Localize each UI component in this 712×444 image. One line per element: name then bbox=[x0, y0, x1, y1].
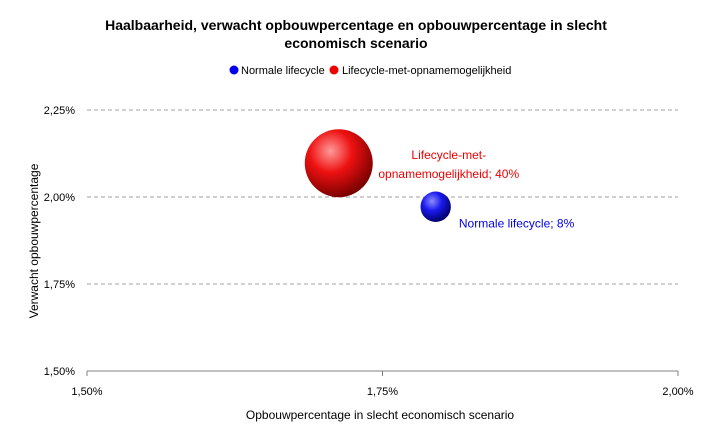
data-label-lifecycle-met-opnamemogelijkheid-line-2: opnamemogelijkheid; 40% bbox=[378, 167, 519, 181]
chart-title-line-1: Haalbaarheid, verwacht opbouwpercentage … bbox=[105, 17, 607, 33]
plot-area: 1,50% 1,75% 2,00% 1,50% 1,75% 2,00% 2,25% Nor… bbox=[44, 105, 694, 398]
x-axis-title: Opbouwpercentage in slecht economisch sc… bbox=[246, 408, 514, 422]
chart-title-line-2: economisch scenario bbox=[284, 35, 427, 51]
data-labels: Normale lifecycle; 8% Lifecycle-met-opnam… bbox=[378, 148, 574, 231]
y-tick-label: 1,50% bbox=[44, 366, 75, 378]
legend-label-lifecycle-met-opnamemogelijkheid: Lifecycle-met-opnamemogelijkheid bbox=[342, 65, 511, 77]
legend: Normale lifecycle Lifecycle-met-opnamemo… bbox=[229, 65, 511, 77]
data-label-lifecycle-met-opnamemogelijkheid-line-1: Lifecycle-met- bbox=[411, 148, 486, 162]
bubble-normale-lifecycle bbox=[420, 191, 451, 222]
y-axis-ticks: 1,50% 1,75% 2,00% 2,25% bbox=[44, 105, 75, 378]
legend-label-normale-lifecycle: Normale lifecycle bbox=[241, 65, 325, 77]
y-axis-title: Verwacht opbouwpercentage bbox=[27, 163, 41, 318]
bubble-lifecycle-met-opnamemogelijkheid bbox=[304, 129, 373, 198]
x-tick-label: 1,50% bbox=[71, 386, 102, 398]
gridlines bbox=[87, 109, 678, 285]
y-tick-label: 1,75% bbox=[44, 279, 75, 291]
legend-marker-lifecycle-met-opnamemogelijkheid bbox=[329, 65, 339, 75]
x-tick-label: 2,00% bbox=[662, 386, 693, 398]
x-tick-label: 1,75% bbox=[367, 386, 398, 398]
data-label-normale-lifecycle: Normale lifecycle; 8% bbox=[459, 217, 575, 231]
y-tick-label: 2,25% bbox=[44, 105, 75, 117]
x-axis-ticks: 1,50% 1,75% 2,00% bbox=[71, 371, 694, 398]
y-tick-label: 2,00% bbox=[44, 192, 75, 204]
bubbles bbox=[304, 129, 451, 222]
legend-marker-normale-lifecycle bbox=[229, 65, 239, 75]
